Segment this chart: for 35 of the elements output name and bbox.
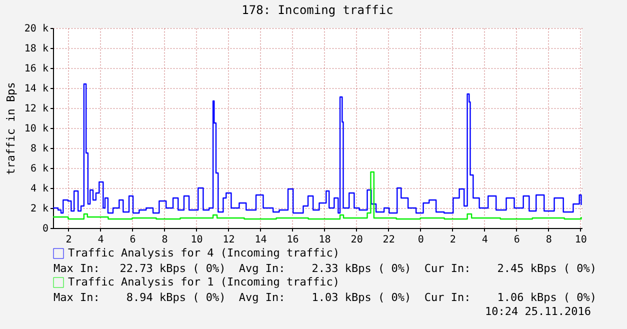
x-tick-label: 2 (66, 234, 72, 246)
y-axis-title: traffic in Bps (4, 82, 18, 175)
x-tick-label: 10 (574, 234, 587, 246)
legend-label: Traffic Analysis for 1 (Incoming traffic) (68, 276, 340, 288)
y-tick-label: 0 (42, 224, 48, 234)
y-tick-label: 20 k (24, 24, 48, 34)
x-tick-label: 18 (318, 234, 331, 246)
x-tick-label: 10 (190, 234, 203, 246)
text: Max In: 22.73 kBps ( 0%) Avg In: 2.33 kBps ( 0%) Cur In: 2.45 kBps ( 0%) (54, 262, 597, 274)
x-tick-label: 0 (418, 234, 424, 246)
text: 10:24 25.11.2016 (485, 304, 591, 318)
y-tick-label: 4 k (30, 184, 48, 194)
y-tick-label: 14 k (24, 84, 48, 94)
chart-title: 178: Incoming traffic (242, 3, 394, 17)
x-tick-label: 20 (350, 234, 363, 246)
x-tick-label: 14 (254, 234, 267, 246)
y-tick-label: 6 k (30, 164, 48, 174)
x-tick-label: 22 (382, 234, 395, 246)
x-tick-label: 8 (546, 234, 552, 246)
x-tick-label: 4 (98, 234, 104, 246)
x-tick-label: 2 (450, 234, 456, 246)
x-tick-label: 16 (286, 234, 299, 246)
legend-label: Traffic Analysis for 4 (Incoming traffic) (68, 246, 340, 260)
text: Max In: 8.94 kBps ( 0%) Avg In: 1.03 kBps ( 0%) Cur In: 1.06 kBps ( 0%) (54, 290, 597, 304)
y-tick-label: 18 k (24, 44, 48, 54)
x-tick-label: 12 (222, 234, 235, 246)
y-tick-label: 8 k (30, 144, 48, 154)
x-tick-label: 8 (162, 234, 168, 246)
y-tick-label: 16 k (24, 64, 48, 74)
y-tick-label: 12 k (24, 104, 48, 114)
y-tick-label: 10 k (24, 124, 48, 134)
y-tick-label: 2 k (30, 204, 48, 214)
x-tick-label: 6 (130, 234, 136, 246)
x-tick-label: 4 (482, 234, 488, 246)
x-tick-label: 6 (514, 234, 520, 246)
